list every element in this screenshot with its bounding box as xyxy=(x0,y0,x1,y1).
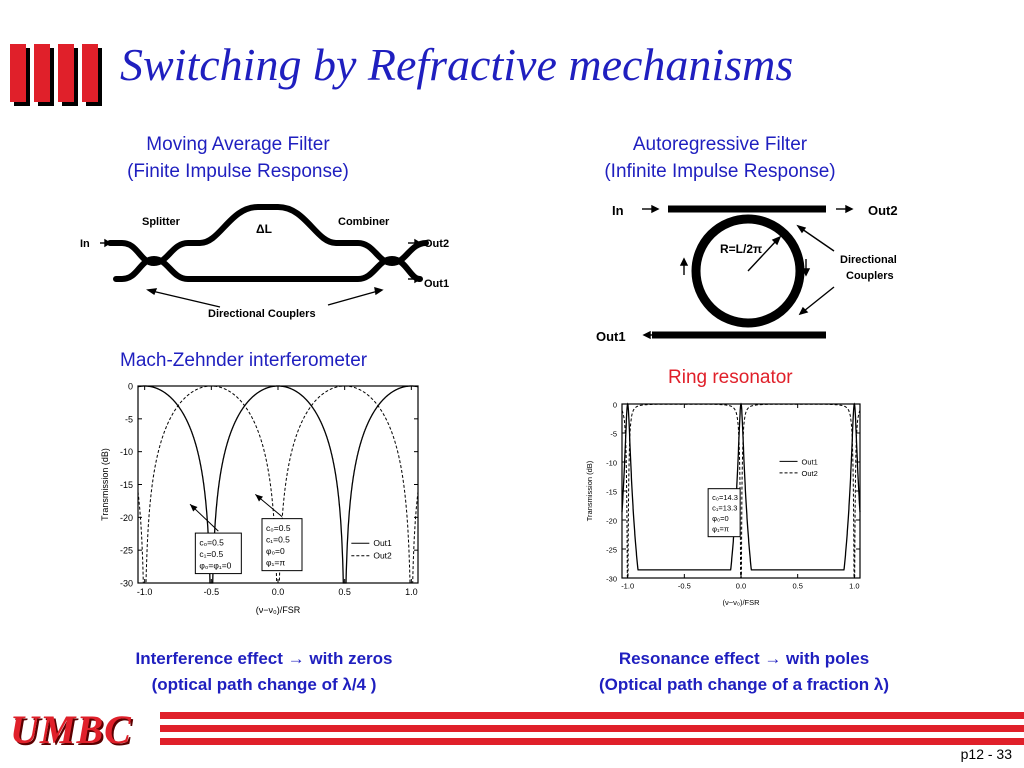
mzi-transmission-chart: 0 -5 -10 -15 -20 -25 -30 -1.0 -0.5 0.0 0.5 1.0 (ν−ν₀… xyxy=(80,378,430,618)
mzi-note-line1: Interference effect → with zeros xyxy=(104,646,424,672)
y-tick-label: -10 xyxy=(120,447,133,457)
series-out1-line xyxy=(622,404,860,570)
series-out2-line xyxy=(622,404,860,578)
ring-resonator-diagram: In Out2 Out1 R=L/2π Directional Couplers xyxy=(590,195,930,355)
y-tick-label: -15 xyxy=(606,488,617,497)
left-heading: Moving Average Filter (Finite Impulse Re… xyxy=(88,131,388,185)
mzi-in-label: In xyxy=(80,238,90,250)
ring-out1-label: Out1 xyxy=(596,329,626,344)
legend-label: Out1 xyxy=(802,457,818,466)
parameter-label: φ₁=π xyxy=(266,558,285,568)
y-tick-label: -5 xyxy=(610,430,617,439)
ring-radius-label: R=L/2π xyxy=(720,242,762,256)
mzi-combiner-label: Combiner xyxy=(338,216,390,228)
left-heading-line2: (Finite Impulse Response) xyxy=(88,158,388,185)
y-tick-label: -25 xyxy=(120,546,133,556)
legend-label: Out1 xyxy=(373,538,392,548)
right-heading-line1: Autoregressive Filter xyxy=(570,131,870,158)
mzi-device-name: Mach-Zehnder interferometer xyxy=(120,347,367,374)
x-tick-label: 0.5 xyxy=(792,582,802,591)
mzi-couplers-label: Directional Couplers xyxy=(208,308,316,320)
legend-label: Out2 xyxy=(373,551,392,561)
parameter-label: c₀=14.3 xyxy=(712,493,738,502)
x-tick-label: 0.0 xyxy=(736,582,746,591)
right-heading: Autoregressive Filter (Infinite Impulse … xyxy=(570,131,870,185)
ring-couplers-label-line2: Couplers xyxy=(846,270,894,282)
x-tick-label: -1.0 xyxy=(621,582,634,591)
umbc-logo: UMBC xyxy=(10,706,132,753)
ring-couplers-label-line1: Directional xyxy=(840,254,897,266)
y-tick-label: -30 xyxy=(120,579,133,589)
x-axis-label: (ν−ν₀)/FSR xyxy=(722,598,760,607)
y-tick-label: 0 xyxy=(128,382,133,392)
ring-note-line2: (Optical path change of a fraction λ) xyxy=(574,672,914,698)
parameter-label: c₁=0.5 xyxy=(266,535,290,545)
mzi-out2-label: Out2 xyxy=(424,238,449,250)
x-tick-label: -0.5 xyxy=(678,582,691,591)
right-heading-line2: (Infinite Impulse Response) xyxy=(570,158,870,185)
mach-zehnder-diagram: In Splitter ΔL Combiner Out2 Out1 Direct… xyxy=(80,195,470,330)
left-heading-line1: Moving Average Filter xyxy=(88,131,388,158)
ring-in-label: In xyxy=(612,203,624,218)
y-tick-label: -5 xyxy=(125,414,133,424)
x-tick-label: 1.0 xyxy=(405,587,418,597)
mzi-note-line2: (optical path change of λ/4 ) xyxy=(104,672,424,698)
y-axis-label: Transmission (dB) xyxy=(585,460,594,521)
mzi-delta-l-label: ΔL xyxy=(256,222,272,236)
ring-transmission-chart: 0 -5 -10 -15 -20 -25 -30 -1.0 -0.5 0.0 0.5 1.0 (ν−ν₀… xyxy=(572,392,872,610)
plot-frame xyxy=(622,404,860,578)
y-tick-label: -10 xyxy=(606,459,617,468)
slide-title: Switching by Refractive mechanisms xyxy=(120,38,793,91)
y-tick-label: -25 xyxy=(606,546,617,555)
parameter-label: φ₀=0 xyxy=(266,546,285,556)
footer-stripes xyxy=(160,712,1024,748)
page-number: p12 - 33 xyxy=(961,746,1012,762)
x-tick-label: 0.5 xyxy=(338,587,351,597)
y-tick-label: -15 xyxy=(120,480,133,490)
parameter-label: c₁=13.3 xyxy=(712,504,737,513)
x-tick-label: -0.5 xyxy=(204,587,220,597)
parameter-label: c₀=0.5 xyxy=(266,523,291,533)
mzi-splitter-label: Splitter xyxy=(142,216,181,228)
parameter-label: c₀=0.5 xyxy=(199,538,224,548)
y-axis-label: Transmission (dB) xyxy=(100,448,110,521)
x-tick-label: -1.0 xyxy=(137,587,153,597)
title-bars-logo xyxy=(8,42,112,108)
y-tick-label: 0 xyxy=(613,401,617,410)
legend-label: Out2 xyxy=(802,469,818,478)
parameter-label: φ₀=0 xyxy=(712,514,729,523)
parameter-label: φ₀=φ₁=0 xyxy=(199,561,231,571)
parameter-label: φ₁=π xyxy=(712,525,729,534)
y-tick-label: -30 xyxy=(606,575,617,584)
ring-device-name: Ring resonator xyxy=(668,367,793,389)
mzi-note: Interference effect → with zeros (optica… xyxy=(104,646,424,698)
ring-out2-label: Out2 xyxy=(868,203,898,218)
ring-note: Resonance effect → with poles (Optical p… xyxy=(574,646,914,698)
x-axis-label: (ν−ν₀)/FSR xyxy=(256,605,301,615)
parameter-label: c₁=0.5 xyxy=(199,549,223,559)
mzi-out1-label: Out1 xyxy=(424,278,449,290)
y-tick-label: -20 xyxy=(606,517,617,526)
x-tick-label: 0.0 xyxy=(272,587,285,597)
x-tick-label: 1.0 xyxy=(849,582,859,591)
ring-note-line1: Resonance effect → with poles xyxy=(574,646,914,672)
y-tick-label: -20 xyxy=(120,513,133,523)
